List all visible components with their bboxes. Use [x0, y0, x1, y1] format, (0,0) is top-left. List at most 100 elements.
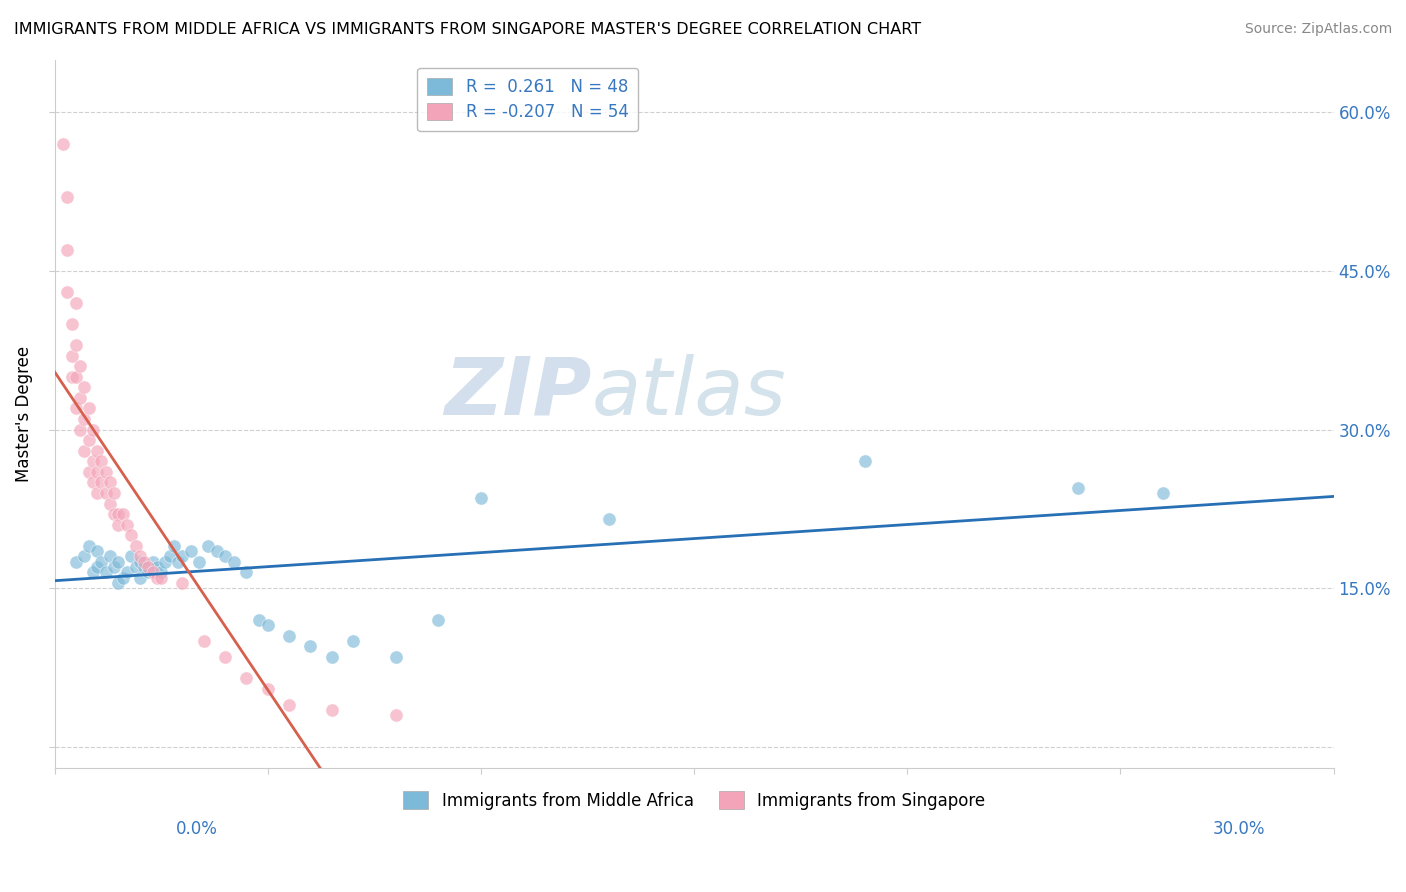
Point	[120, 528, 142, 542]
Point	[60, 369, 83, 384]
Point	[256, 681, 278, 696]
Point	[86, 443, 108, 458]
Text: Source: ZipAtlas.com: Source: ZipAtlas.com	[1244, 22, 1392, 37]
Point	[111, 571, 134, 585]
Point	[90, 454, 112, 468]
Point	[82, 475, 104, 490]
Point	[82, 423, 104, 437]
Point	[193, 634, 215, 648]
Point	[155, 555, 177, 569]
Point	[82, 566, 104, 580]
Point	[77, 465, 100, 479]
Point	[172, 549, 194, 564]
Point	[1152, 486, 1174, 500]
Point	[278, 629, 301, 643]
Point	[214, 549, 236, 564]
Point	[136, 560, 159, 574]
Point	[73, 380, 96, 394]
Point	[115, 566, 138, 580]
Point	[159, 549, 181, 564]
Point	[107, 555, 129, 569]
Point	[65, 401, 87, 416]
Point	[342, 634, 364, 648]
Point	[90, 555, 112, 569]
Point	[94, 566, 117, 580]
Point	[146, 571, 169, 585]
Point	[60, 317, 83, 331]
Text: 30.0%: 30.0%	[1213, 820, 1265, 838]
Point	[598, 512, 620, 526]
Point	[103, 507, 125, 521]
Point	[107, 507, 129, 521]
Point	[65, 295, 87, 310]
Point	[56, 243, 79, 257]
Point	[65, 555, 87, 569]
Point	[65, 369, 87, 384]
Point	[132, 555, 155, 569]
Point	[470, 491, 492, 506]
Point	[384, 708, 406, 723]
Point	[103, 560, 125, 574]
Point	[86, 544, 108, 558]
Point	[65, 338, 87, 352]
Point	[188, 555, 211, 569]
Point	[222, 555, 245, 569]
Point	[136, 566, 159, 580]
Point	[1067, 481, 1090, 495]
Legend: Immigrants from Middle Africa, Immigrants from Singapore: Immigrants from Middle Africa, Immigrant…	[396, 785, 991, 816]
Point	[142, 555, 165, 569]
Point	[235, 671, 257, 685]
Point	[52, 137, 75, 152]
Point	[299, 640, 322, 654]
Point	[98, 475, 121, 490]
Point	[163, 539, 186, 553]
Point	[128, 549, 150, 564]
Point	[205, 544, 228, 558]
Point	[77, 401, 100, 416]
Point	[197, 539, 219, 553]
Point	[77, 539, 100, 553]
Text: atlas: atlas	[592, 353, 786, 432]
Point	[73, 412, 96, 426]
Point	[256, 618, 278, 632]
Point	[128, 555, 150, 569]
Point	[69, 359, 91, 374]
Point	[150, 571, 173, 585]
Point	[103, 486, 125, 500]
Point	[247, 613, 270, 627]
Point	[172, 576, 194, 591]
Point	[73, 443, 96, 458]
Text: ZIP: ZIP	[444, 353, 592, 432]
Point	[94, 486, 117, 500]
Point	[56, 285, 79, 300]
Point	[214, 649, 236, 664]
Point	[128, 571, 150, 585]
Point	[146, 560, 169, 574]
Point	[321, 703, 343, 717]
Point	[107, 576, 129, 591]
Point	[60, 349, 83, 363]
Point	[86, 560, 108, 574]
Point	[167, 555, 190, 569]
Point	[111, 507, 134, 521]
Point	[82, 454, 104, 468]
Text: IMMIGRANTS FROM MIDDLE AFRICA VS IMMIGRANTS FROM SINGAPORE MASTER'S DEGREE CORRE: IMMIGRANTS FROM MIDDLE AFRICA VS IMMIGRA…	[14, 22, 921, 37]
Point	[56, 190, 79, 204]
Point	[132, 560, 155, 574]
Point	[384, 649, 406, 664]
Point	[235, 566, 257, 580]
Point	[107, 517, 129, 532]
Point	[90, 475, 112, 490]
Point	[321, 649, 343, 664]
Text: 0.0%: 0.0%	[176, 820, 218, 838]
Point	[73, 549, 96, 564]
Point	[124, 539, 146, 553]
Point	[69, 391, 91, 405]
Point	[98, 549, 121, 564]
Point	[150, 566, 173, 580]
Point	[98, 497, 121, 511]
Point	[86, 486, 108, 500]
Point	[180, 544, 202, 558]
Point	[142, 566, 165, 580]
Point	[278, 698, 301, 712]
